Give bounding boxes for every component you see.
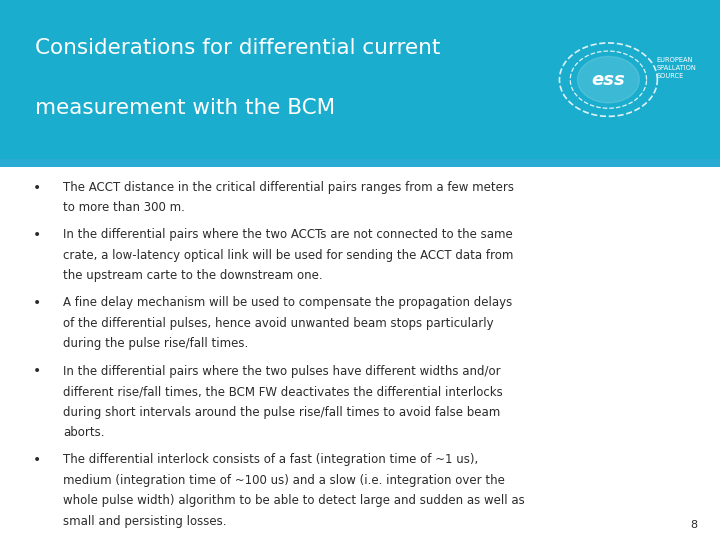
Text: EUROPEAN
SPALLATION
SOURCE: EUROPEAN SPALLATION SOURCE (657, 57, 696, 79)
Text: In the differential pairs where the two pulses have different widths and/or: In the differential pairs where the two … (63, 364, 501, 377)
Text: aborts.: aborts. (63, 426, 105, 439)
Text: crate, a low-latency optical link will be used for sending the ACCT data from: crate, a low-latency optical link will b… (63, 249, 514, 262)
Text: during the pulse rise/fall times.: during the pulse rise/fall times. (63, 338, 248, 350)
Text: Considerations for differential current: Considerations for differential current (35, 38, 440, 58)
Text: during short intervals around the pulse rise/fall times to avoid false beam: during short intervals around the pulse … (63, 406, 500, 419)
Text: different rise/fall times, the BCM FW deactivates the differential interlocks: different rise/fall times, the BCM FW de… (63, 385, 503, 398)
Circle shape (577, 56, 639, 103)
Text: the upstream carte to the downstream one.: the upstream carte to the downstream one… (63, 269, 323, 282)
Text: •: • (32, 228, 40, 242)
Text: whole pulse width) algorithm to be able to detect large and sudden as well as: whole pulse width) algorithm to be able … (63, 494, 525, 507)
Text: measurement with the BCM: measurement with the BCM (35, 98, 335, 118)
FancyBboxPatch shape (0, 0, 720, 159)
Text: •: • (32, 296, 40, 310)
FancyBboxPatch shape (0, 159, 720, 167)
Text: small and persisting losses.: small and persisting losses. (63, 515, 227, 528)
Text: The ACCT distance in the critical differential pairs ranges from a few meters: The ACCT distance in the critical differ… (63, 181, 514, 194)
Text: The differential interlock consists of a fast (integration time of ~1 us),: The differential interlock consists of a… (63, 453, 479, 466)
Text: medium (integration time of ~100 us) and a slow (i.e. integration over the: medium (integration time of ~100 us) and… (63, 474, 505, 487)
Text: In the differential pairs where the two ACCTs are not connected to the same: In the differential pairs where the two … (63, 228, 513, 241)
Text: to more than 300 m.: to more than 300 m. (63, 201, 185, 214)
Text: of the differential pulses, hence avoid unwanted beam stops particularly: of the differential pulses, hence avoid … (63, 317, 494, 330)
Text: 8: 8 (690, 520, 697, 530)
Text: ess: ess (592, 71, 625, 89)
Text: •: • (32, 181, 40, 195)
Text: A fine delay mechanism will be used to compensate the propagation delays: A fine delay mechanism will be used to c… (63, 296, 513, 309)
Text: •: • (32, 453, 40, 467)
Text: •: • (32, 364, 40, 379)
